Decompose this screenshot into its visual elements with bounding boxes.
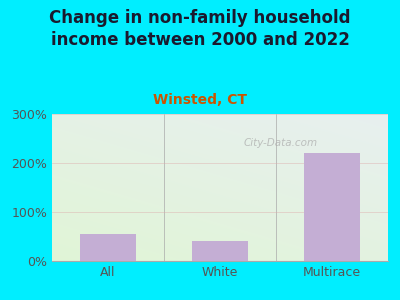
Text: Change in non-family household
income between 2000 and 2022: Change in non-family household income be… — [49, 9, 351, 49]
Bar — [80, 234, 136, 261]
Text: Winsted, CT: Winsted, CT — [153, 92, 247, 106]
Text: City-Data.com: City-Data.com — [244, 138, 318, 148]
Bar — [192, 242, 248, 261]
Bar — [304, 153, 360, 261]
